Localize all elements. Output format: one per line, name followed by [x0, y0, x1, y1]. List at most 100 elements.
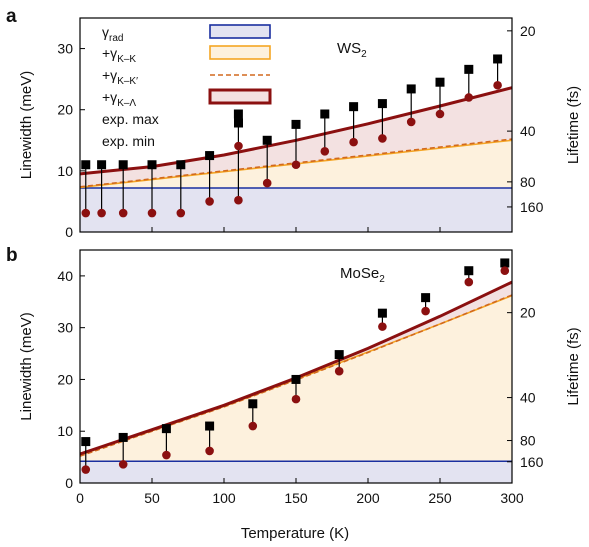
y2-tick-label: 20	[520, 23, 536, 39]
exp-min-point	[81, 208, 91, 218]
exp-min-point	[234, 195, 243, 205]
exp-max-point	[176, 160, 186, 170]
exp-max-point	[118, 432, 128, 442]
exp-min-point	[291, 160, 301, 170]
exp-max-point	[205, 151, 215, 161]
y-tick-label: 40	[57, 268, 73, 284]
area-rad	[80, 188, 512, 232]
exp-min-point	[464, 277, 474, 287]
exp-min-point	[320, 146, 330, 156]
x-tick-label: 100	[212, 490, 236, 506]
exp-min-point	[205, 197, 214, 206]
exp-min-point	[421, 306, 430, 316]
exp-min-point	[262, 178, 272, 188]
legend-label: exp. min	[102, 133, 155, 149]
y2-axis-label: Lifetime (fs)	[565, 86, 582, 164]
exp-min-point	[147, 208, 157, 218]
exp-max-point	[493, 54, 503, 64]
exp-min-point	[81, 465, 91, 474]
x-tick-label: 300	[500, 490, 524, 506]
exp-min-point	[349, 137, 358, 147]
legend-label: +γK–K	[102, 45, 136, 65]
legend-label: +γK–K′	[102, 67, 138, 87]
exp-max-point	[320, 109, 330, 119]
exp-max-point	[334, 350, 344, 360]
y2-tick-label: 40	[520, 123, 536, 139]
exp-max-point	[291, 374, 301, 384]
y-tick-label: 10	[57, 163, 73, 179]
exp-max-point	[421, 293, 431, 303]
y-tick-label: 10	[57, 423, 73, 439]
legend-marker-min	[234, 141, 243, 151]
exp-max-point	[464, 266, 474, 276]
y2-tick-label: 160	[520, 454, 544, 470]
legend-swatch	[209, 24, 271, 39]
y-tick-label: 20	[57, 371, 73, 387]
area-k-lambda	[80, 87, 512, 188]
exp-min-point	[97, 208, 106, 218]
exp-min-point	[406, 117, 416, 127]
y2-axis-label: Lifetime (fs)	[565, 327, 582, 405]
y2-tick-label: 160	[520, 199, 544, 215]
legend-swatch	[209, 45, 271, 60]
x-tick-label: 250	[428, 490, 452, 506]
x-axis-label: Temperature (K)	[241, 525, 349, 542]
panel-label: b	[6, 245, 18, 266]
exp-min-point	[291, 394, 301, 404]
exp-max-point	[161, 424, 171, 434]
y-tick-label: 0	[65, 475, 73, 491]
exp-min-point	[118, 460, 128, 469]
panel-b: 0 10 20 30 40 20 40 80 160 0 50 100 150 200 250 300 Line…	[6, 245, 582, 506]
exp-max-point	[464, 64, 474, 74]
exp-max-point	[81, 437, 91, 447]
y2-tick-label: 20	[520, 305, 536, 321]
exp-max-point	[377, 308, 387, 318]
legend-swatch	[208, 88, 272, 105]
y2-tick-label: 40	[520, 390, 536, 406]
exp-min-point	[500, 266, 510, 276]
legend-label: γrad	[102, 24, 123, 44]
x-tick-label: 0	[76, 490, 84, 506]
exp-max-point	[262, 135, 272, 145]
exp-min-point	[334, 366, 344, 376]
exp-min-point	[248, 421, 258, 431]
exp-min-point	[162, 450, 171, 460]
area-rad	[80, 461, 512, 483]
x-tick-label: 150	[284, 490, 308, 506]
exp-max-point	[147, 160, 157, 170]
exp-max-point	[349, 102, 359, 112]
exp-min-point	[464, 93, 474, 102]
x-tick-label: 200	[356, 490, 380, 506]
legend: γrad+γK–K+γK–K′+γK–Λ exp. max exp. min	[102, 24, 272, 151]
material-label: MoSe2	[340, 265, 385, 285]
y-axis-label: Linewidth (meV)	[18, 71, 35, 179]
exp-min-point	[118, 208, 128, 218]
exp-min-point	[205, 446, 214, 456]
exp-max-point	[500, 258, 510, 268]
exp-max-point	[205, 421, 215, 431]
exp-min-point	[493, 80, 502, 90]
exp-max-point	[81, 160, 91, 170]
x-tick-label: 50	[144, 490, 160, 506]
exp-max-point	[406, 84, 416, 94]
panel-label: a	[6, 6, 17, 27]
material-label: WS2	[337, 40, 367, 60]
exp-min-point	[435, 109, 445, 119]
exp-min-point	[176, 208, 186, 218]
exp-max-point	[118, 160, 128, 170]
exp-max-point	[377, 99, 387, 109]
exp-max-point	[291, 119, 301, 129]
legend-marker-max	[234, 118, 243, 128]
y2-tick-label: 80	[520, 174, 536, 190]
legend-label: exp. max	[102, 111, 159, 127]
exp-max-point	[435, 77, 445, 87]
y2-tick-label: 80	[520, 433, 536, 449]
exp-min-point	[378, 134, 387, 143]
exp-max-point	[233, 109, 243, 119]
y-axis-label: Linewidth (meV)	[18, 312, 35, 420]
y-tick-label: 20	[57, 102, 73, 118]
exp-max-point	[97, 160, 107, 170]
y-tick-label: 30	[57, 320, 73, 336]
legend-label: +γK–Λ	[102, 89, 136, 109]
